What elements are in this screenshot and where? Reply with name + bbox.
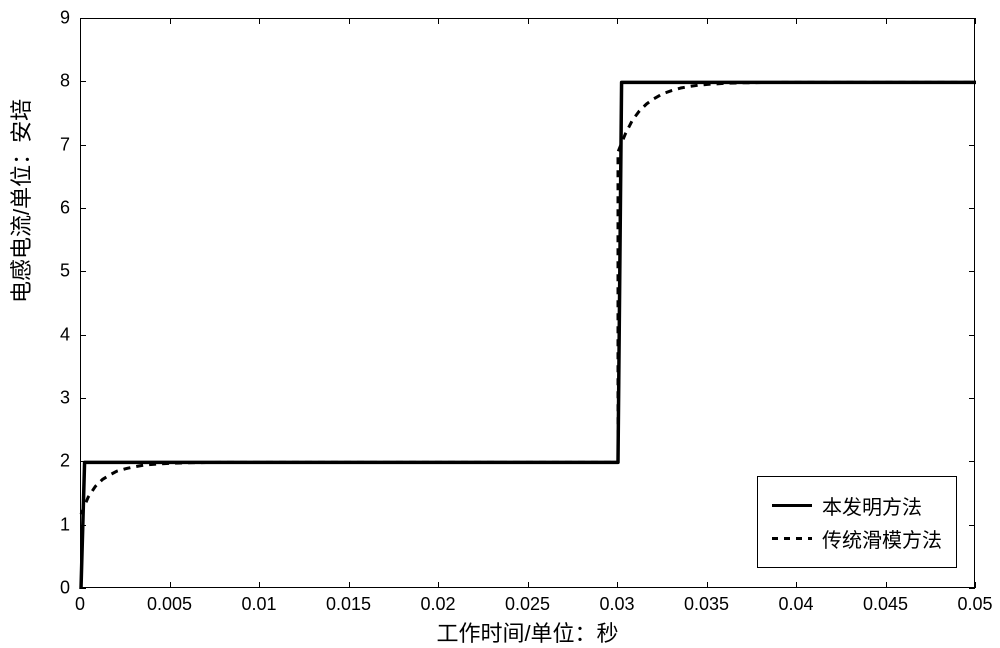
y-tick-label: 4: [60, 324, 70, 345]
x-tick-label: 0.005: [147, 594, 192, 615]
y-tick-label: 0: [60, 578, 70, 599]
x-tick-mark: [796, 582, 797, 588]
x-tick-mark: [170, 582, 171, 588]
x-tick-label: 0.02: [420, 594, 455, 615]
y-tick-label: 2: [60, 451, 70, 472]
x-tick-label: 0: [75, 594, 85, 615]
y-tick-label: 9: [60, 8, 70, 29]
y-tick-mark: [969, 145, 975, 146]
y-tick-label: 5: [60, 261, 70, 282]
x-tick-mark: [438, 582, 439, 588]
y-tick-mark: [80, 461, 86, 462]
y-tick-label: 1: [60, 514, 70, 535]
y-tick-mark: [80, 398, 86, 399]
x-tick-label: 0.01: [241, 594, 276, 615]
y-tick-mark: [969, 271, 975, 272]
legend-item-dashed: 传统滑模方法: [772, 524, 942, 553]
x-tick-mark: [707, 18, 708, 24]
y-tick-mark: [969, 588, 975, 589]
x-tick-mark: [438, 18, 439, 24]
y-tick-mark: [969, 525, 975, 526]
x-tick-label: 0.035: [684, 594, 729, 615]
legend-item-solid: 本发明方法: [772, 491, 942, 520]
x-tick-mark: [886, 18, 887, 24]
x-tick-label: 0.04: [778, 594, 813, 615]
y-tick-mark: [80, 271, 86, 272]
x-tick-mark: [259, 18, 260, 24]
x-tick-mark: [617, 18, 618, 24]
legend-swatch-solid: [772, 504, 812, 507]
y-tick-mark: [80, 525, 86, 526]
x-tick-label: 0.03: [599, 594, 634, 615]
y-tick-mark: [969, 81, 975, 82]
y-tick-label: 6: [60, 198, 70, 219]
x-tick-mark: [349, 582, 350, 588]
y-tick-label: 3: [60, 388, 70, 409]
x-tick-mark: [80, 18, 81, 24]
x-tick-mark: [886, 582, 887, 588]
x-tick-label: 0.045: [863, 594, 908, 615]
x-tick-mark: [528, 582, 529, 588]
x-tick-mark: [528, 18, 529, 24]
x-tick-mark: [259, 582, 260, 588]
legend: 本发明方法 传统滑模方法: [757, 476, 957, 568]
y-tick-label: 7: [60, 134, 70, 155]
x-axis-label: 工作时间/单位：秒: [436, 616, 618, 648]
legend-label-dashed: 传统滑模方法: [822, 524, 942, 553]
x-tick-label: 0.015: [326, 594, 371, 615]
y-tick-mark: [969, 398, 975, 399]
y-tick-mark: [969, 335, 975, 336]
legend-label-solid: 本发明方法: [822, 491, 922, 520]
x-tick-label: 0.05: [957, 594, 992, 615]
x-tick-mark: [796, 18, 797, 24]
x-tick-mark: [617, 582, 618, 588]
legend-swatch-dashed: [772, 537, 812, 540]
y-tick-mark: [80, 335, 86, 336]
y-tick-label: 8: [60, 71, 70, 92]
x-tick-mark: [349, 18, 350, 24]
x-tick-mark: [80, 582, 81, 588]
y-tick-mark: [80, 588, 86, 589]
y-tick-mark: [80, 81, 86, 82]
x-tick-mark: [975, 582, 976, 588]
x-tick-mark: [170, 18, 171, 24]
chart-container: 电感电流/单位：安培 工作时间/单位：秒 本发明方法 传统滑模方法 012345…: [0, 0, 1000, 642]
x-tick-mark: [975, 18, 976, 24]
y-tick-mark: [80, 145, 86, 146]
y-tick-mark: [969, 208, 975, 209]
y-tick-mark: [969, 461, 975, 462]
x-tick-mark: [707, 582, 708, 588]
y-tick-mark: [80, 208, 86, 209]
x-tick-label: 0.025: [505, 594, 550, 615]
series-dashed: [81, 82, 976, 514]
